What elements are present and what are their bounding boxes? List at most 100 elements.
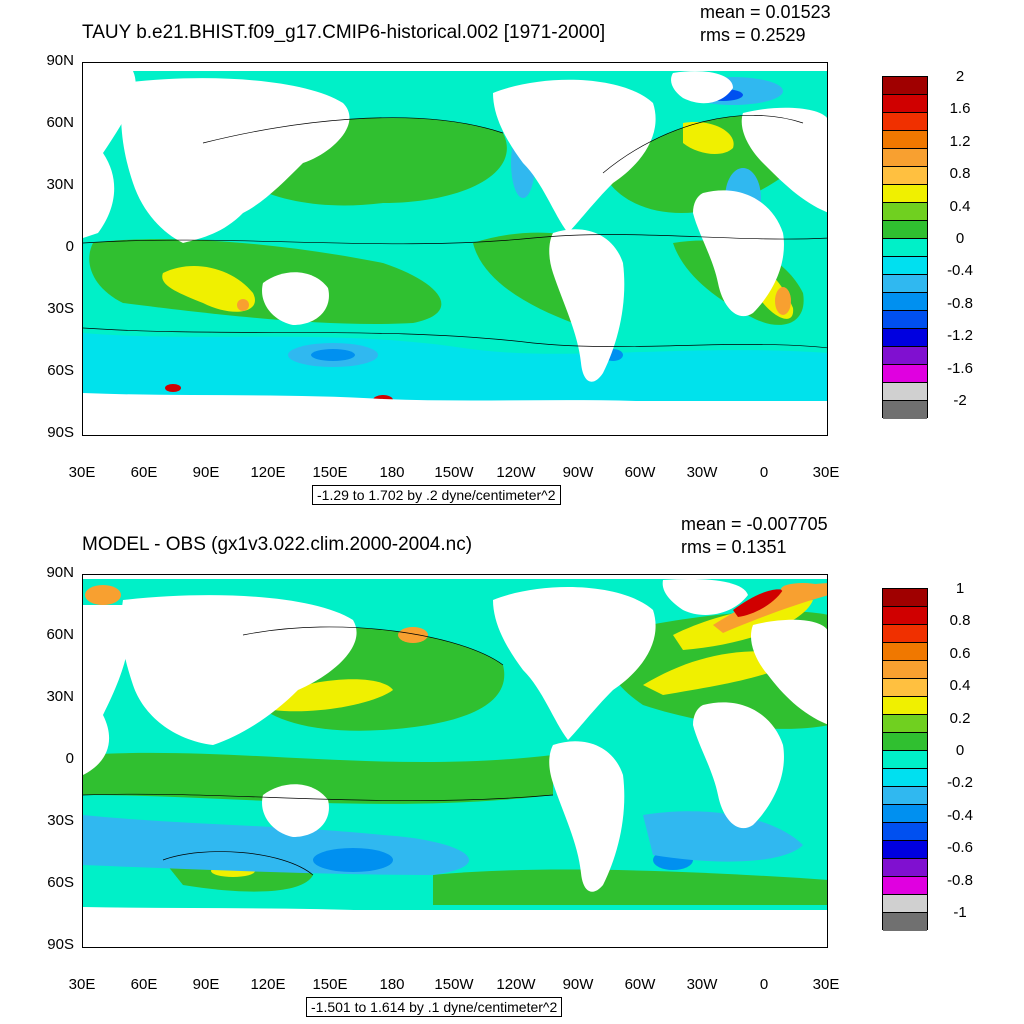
lat-label: 0	[65, 750, 74, 767]
lat-label: 60S	[47, 362, 74, 379]
panel-title: TAUY b.e21.BHIST.f09_g17.CMIP6-historica…	[82, 22, 606, 43]
lon-label: 60W	[624, 976, 656, 993]
lon-label: 120E	[250, 464, 286, 481]
lat-label: 90N	[46, 564, 74, 581]
colorbar	[882, 588, 928, 931]
colorbar-swatch	[883, 895, 927, 913]
colorbar-label: 1.2	[949, 132, 971, 150]
colorbar-swatch	[883, 805, 927, 823]
colorbar-swatch	[883, 95, 927, 113]
colorbar-swatch	[883, 203, 927, 221]
lon-label: 180	[379, 464, 405, 481]
colorbar-label: -1.6	[947, 359, 973, 377]
contour-info-label: -1.29 to 1.702 by .2 dyne/centimeter^2	[312, 485, 561, 505]
lat-label: 90S	[47, 936, 74, 953]
colorbar-label: -1.2	[947, 327, 973, 345]
colorbar-label: -0.8	[947, 294, 973, 312]
lat-label: 30N	[46, 688, 74, 705]
colorbar-swatch	[883, 823, 927, 841]
lon-label: 120W	[496, 976, 536, 993]
colorbar-swatch	[883, 275, 927, 293]
lat-label: 30S	[47, 300, 74, 317]
rms-value: rms = 0.1351	[681, 537, 787, 557]
colorbar-label: 0.8	[949, 165, 971, 183]
lat-label: 60S	[47, 874, 74, 891]
colorbar-label: 0.4	[949, 677, 971, 695]
colorbar-swatch	[883, 131, 927, 149]
mean-value: mean = -0.007705	[681, 514, 828, 534]
lat-label: 60N	[46, 114, 74, 131]
lon-label: 60W	[624, 464, 656, 481]
colorbar-label: -1	[953, 904, 967, 921]
lat-label: 60N	[46, 626, 74, 643]
colorbar-swatch	[883, 733, 927, 751]
contour-info-label: -1.501 to 1.614 by .1 dyne/centimeter^2	[306, 997, 563, 1017]
mean-value: mean = 0.01523	[700, 2, 831, 22]
colorbar-swatch	[883, 841, 927, 859]
colorbar-swatch	[883, 697, 927, 715]
lon-label: 60E	[130, 976, 158, 993]
lat-label: 90N	[46, 52, 74, 69]
colorbar-swatch	[883, 329, 927, 347]
colorbar-swatch	[883, 877, 927, 895]
lon-label: 90W	[562, 464, 594, 481]
colorbar-swatch	[883, 913, 927, 931]
rms-value: rms = 0.2529	[700, 25, 806, 45]
colorbar-label: -2	[953, 392, 967, 409]
lat-label: 0	[65, 238, 74, 255]
colorbar-label: 0.8	[949, 612, 971, 630]
lon-label: 30E	[812, 976, 840, 993]
colorbar-swatch	[883, 365, 927, 383]
colorbar-label: 1	[955, 580, 965, 597]
lon-label: 30E	[68, 464, 96, 481]
lon-label: 150W	[434, 976, 474, 993]
lon-label: 30W	[686, 976, 718, 993]
bottom-panel: MODEL - OBS (gx1v3.022.clim.2000-2004.nc…	[0, 512, 1024, 1024]
colorbar-label: 0.2	[949, 709, 971, 727]
colorbar-swatch	[883, 715, 927, 733]
lon-label: 180	[379, 976, 405, 993]
colorbar-swatch	[883, 167, 927, 185]
colorbar-label: 0.4	[949, 197, 971, 215]
lon-label: 90E	[192, 464, 220, 481]
colorbar-swatch	[883, 149, 927, 167]
lon-label: 0	[759, 464, 769, 481]
lon-label: 150E	[312, 976, 348, 993]
colorbar-label: -0.4	[947, 262, 973, 280]
colorbar-swatch	[883, 625, 927, 643]
lon-label: 30W	[686, 464, 718, 481]
colorbar-label: -0.4	[947, 806, 973, 824]
lon-label: 150W	[434, 464, 474, 481]
colorbar-label: 0.6	[949, 644, 971, 662]
lat-label: 90S	[47, 424, 74, 441]
lon-label: 90E	[192, 976, 220, 993]
colorbar-label: -0.8	[947, 871, 973, 889]
colorbar-swatch	[883, 221, 927, 239]
colorbar-swatch	[883, 787, 927, 805]
panel-title: MODEL - OBS (gx1v3.022.clim.2000-2004.nc…	[82, 534, 473, 555]
colorbar-label: 0	[955, 742, 965, 759]
colorbar-swatch	[883, 679, 927, 697]
lon-label: 30E	[68, 976, 96, 993]
colorbar-swatch	[883, 311, 927, 329]
contour-map	[82, 574, 828, 948]
colorbar-swatch	[883, 383, 927, 401]
colorbar-swatch	[883, 293, 927, 311]
colorbar-label: -0.2	[947, 774, 973, 792]
colorbar-swatch	[883, 751, 927, 769]
colorbar-swatch	[883, 113, 927, 131]
colorbar-label: 1.6	[949, 100, 971, 118]
lat-label: 30N	[46, 176, 74, 193]
colorbar-swatch	[883, 77, 927, 95]
colorbar-swatch	[883, 643, 927, 661]
lon-label: 0	[759, 976, 769, 993]
lon-label: 120E	[250, 976, 286, 993]
colorbar-label: 2	[955, 68, 965, 85]
colorbar-swatch	[883, 185, 927, 203]
lon-label: 150E	[312, 464, 348, 481]
colorbar-swatch	[883, 589, 927, 607]
lon-label: 120W	[496, 464, 536, 481]
colorbar-swatch	[883, 859, 927, 877]
colorbar-swatch	[883, 769, 927, 787]
colorbar-swatch	[883, 347, 927, 365]
